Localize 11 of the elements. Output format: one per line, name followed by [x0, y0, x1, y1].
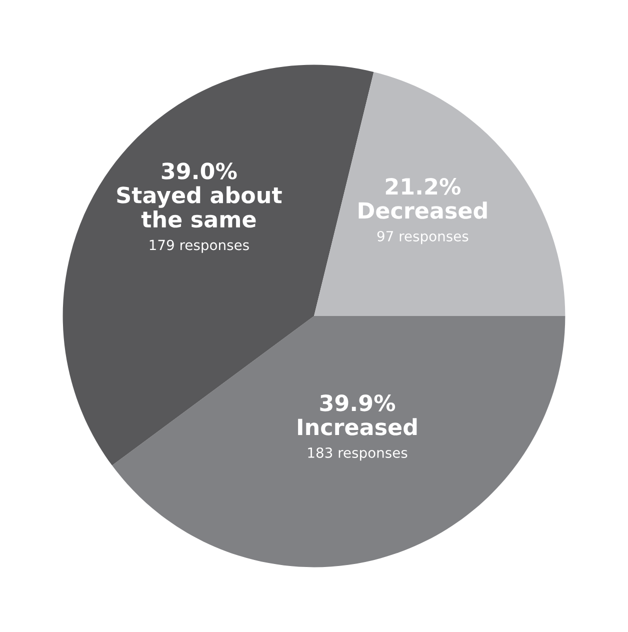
- slice-label: Increased: [298, 418, 417, 436]
- text: 183 responses: [308, 447, 408, 461]
- text: 97 responses: [377, 230, 468, 244]
- text: 179 responses: [150, 240, 249, 253]
- pie-slice: [314, 72, 566, 316]
- data-label: 21.2%: [386, 178, 461, 195]
- data-label: 39.0%: [162, 162, 237, 180]
- data-label: 39.9%: [320, 394, 396, 412]
- pie-slice: [112, 316, 566, 568]
- slice-label: Stayed about the same: [117, 186, 282, 228]
- slice-label: Decreased: [358, 202, 487, 219]
